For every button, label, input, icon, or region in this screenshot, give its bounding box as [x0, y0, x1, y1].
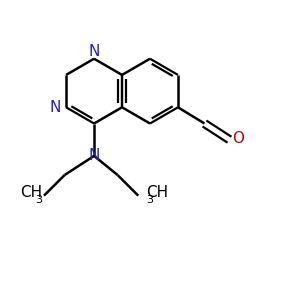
Text: N: N — [49, 100, 61, 115]
Text: N: N — [88, 148, 100, 164]
Text: 3: 3 — [35, 195, 43, 205]
Text: CH: CH — [146, 185, 169, 200]
Text: CH: CH — [20, 185, 43, 200]
Text: N: N — [88, 44, 100, 59]
Text: O: O — [232, 131, 244, 146]
Text: 3: 3 — [146, 195, 154, 205]
